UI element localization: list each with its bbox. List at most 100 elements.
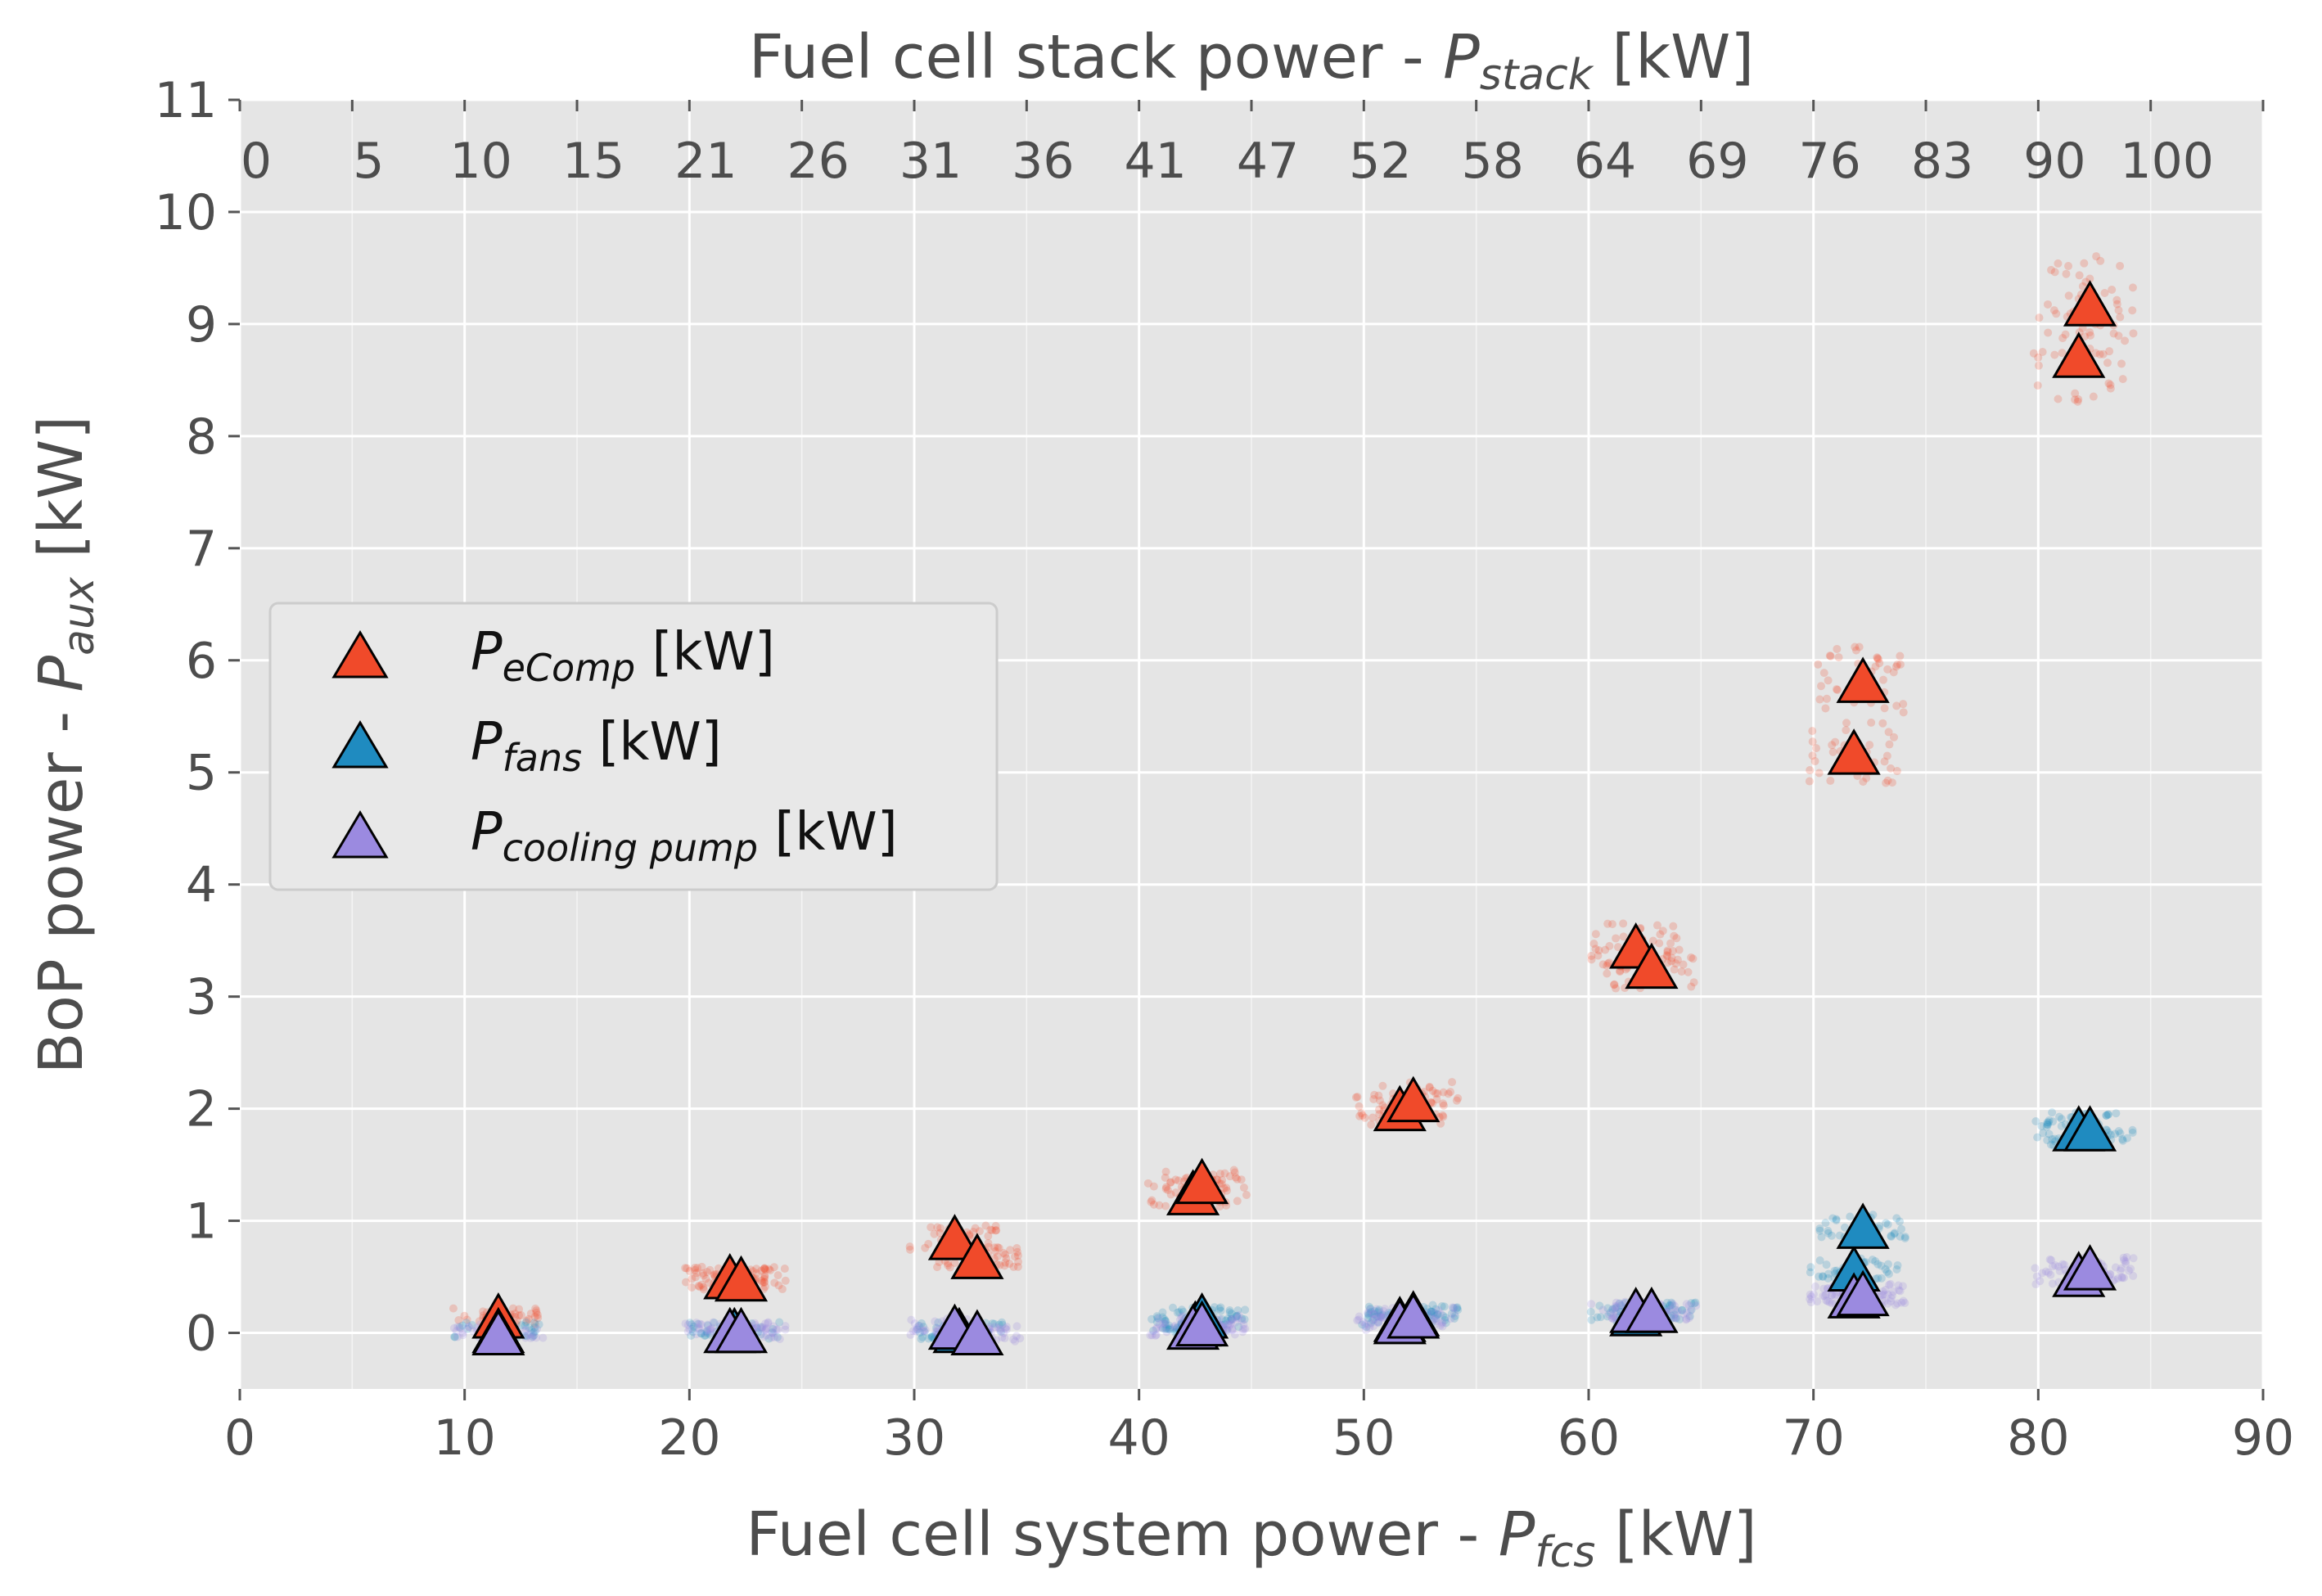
y-tick-label-0: 0 [186,1305,217,1363]
cloud-point-0-12-34 [1833,644,1842,653]
cloud-point-0-6-15 [1231,1173,1240,1182]
cloud-point-1-4-10 [1215,1305,1224,1314]
cloud-point-0-11-27 [1885,740,1894,749]
cloud-point-1-6-31 [1372,1313,1381,1322]
cloud-point-2-11-7 [1887,1291,1896,1300]
cloud-point-2-3-30 [913,1325,922,1334]
cloud-point-2-10-28 [1679,1310,1688,1319]
cloud-point-1-6-6 [1373,1318,1382,1327]
cloud-point-1-3-31 [1161,1319,1170,1328]
cloud-point-0-13-11 [2099,349,2108,358]
cloud-point-0-13-5 [2109,329,2118,338]
cloud-point-1-6-34 [1378,1310,1387,1319]
cloud-point-2-11-23 [1813,1297,1822,1306]
cloud-point-2-12-32 [1894,1281,1903,1290]
cloud-point-1-6-28 [1449,1304,1458,1313]
cloud-point-1-6-22 [1453,1304,1462,1313]
cloud-point-0-8-4 [1374,1091,1383,1100]
cloud-point-2-3-3 [906,1330,915,1339]
cloud-point-1-1-0 [701,1331,710,1340]
cloud-point-1-9-31 [1806,1268,1815,1277]
cloud-point-0-10-1 [1605,941,1614,950]
cloud-point-2-6-3 [1170,1323,1179,1332]
cloud-point-1-12-30 [2128,1125,2137,1134]
cloud-point-1-3-34 [1166,1323,1175,1332]
cloud-point-1-4-0 [1225,1308,1234,1317]
cloud-point-0-4-16 [1001,1258,1010,1267]
cloud-point-0-12-8 [1889,668,1898,677]
cloud-point-1-2-27 [927,1332,936,1341]
cloud-point-1-1-18 [703,1321,712,1330]
cloud-point-1-10-9 [1827,1231,1836,1240]
cloud-point-2-4-23 [990,1323,999,1332]
cloud-point-1-6-39 [1375,1305,1384,1314]
cloud-point-1-9-27 [1881,1265,1890,1274]
cloud-point-2-14-22 [2044,1268,2053,1277]
cloud-point-0-4-39 [993,1252,1002,1261]
cloud-point-1-7-24 [1587,1315,1596,1324]
marker-cooling-pump-14 [2063,1244,2117,1291]
cloud-point-1-1-37 [710,1319,719,1328]
top-tick-label-9: 47 [1237,133,1299,190]
cloud-point-2-10-3 [1669,1313,1678,1322]
cloud-point-1-10-13 [1900,1233,1909,1242]
cloud-point-2-11-28 [1887,1294,1896,1303]
x-tick-label-0: 0 [224,1409,255,1467]
marker-ecomp-13 [2052,331,2106,378]
cloud-point-0-13-24 [2071,389,2080,398]
cloud-point-1-11-7 [2102,1111,2111,1120]
cloud-point-1-0-38 [467,1321,476,1330]
cloud-point-2-2-25 [692,1330,701,1339]
cloud-point-2-9-28 [1612,1305,1621,1314]
cloud-point-0-7-25 [1431,1089,1440,1098]
cloud-point-2-5-7 [1231,1318,1240,1327]
cloud-point-1-3-6 [1165,1321,1174,1330]
cloud-point-1-0-27 [529,1328,538,1337]
cloud-point-1-3-17 [1232,1311,1241,1320]
marker-cooling-pump-8 [1386,1292,1441,1339]
cloud-point-1-9-32 [1819,1273,1828,1282]
cloud-point-1-8-5 [1603,1304,1612,1313]
cloud-point-2-6-29 [1177,1313,1186,1322]
cloud-point-0-4-17 [1009,1262,1018,1271]
cloud-point-2-6-10 [1239,1324,1248,1333]
cloud-point-1-6-36 [1450,1311,1459,1320]
cloud-point-2-14-26 [2129,1254,2138,1263]
cloud-point-1-11-11 [2044,1118,2053,1127]
cloud-point-1-5-31 [1438,1311,1447,1320]
cloud-point-0-3-26 [988,1226,997,1235]
cloud-point-2-9-34 [1612,1298,1621,1307]
cloud-point-1-12-17 [2057,1115,2066,1124]
cloud-point-0-4-6 [995,1260,1004,1269]
cloud-point-2-12-36 [1819,1284,1828,1293]
cloud-point-2-9-35 [1612,1307,1621,1316]
cloud-point-0-2-21 [773,1271,782,1280]
cloud-point-2-4-12 [999,1328,1008,1337]
cloud-point-2-7-22 [1377,1313,1386,1322]
cloud-point-1-4-1 [1173,1308,1182,1317]
cloud-point-0-7-29 [1355,1111,1364,1120]
cloud-point-2-7-33 [1437,1319,1446,1328]
cloud-point-1-1-5 [688,1328,697,1337]
cloud-point-2-3-26 [910,1319,919,1328]
cloud-point-0-0-33 [526,1309,535,1318]
cloud-point-0-1-0 [752,1265,761,1274]
cloud-point-2-13-6 [2110,1275,2119,1284]
cloud-point-1-4-16 [1238,1314,1247,1323]
cloud-point-0-10-26 [1603,959,1612,968]
cloud-point-1-10-38 [1832,1215,1841,1224]
cloud-point-1-9-13 [1882,1267,1891,1276]
cloud-point-1-3-8 [1153,1314,1162,1323]
cloud-point-0-10-12 [1613,943,1622,952]
cloud-point-2-6-9 [1227,1319,1236,1328]
cloud-point-0-3-7 [927,1223,936,1232]
cloud-point-2-3-36 [907,1315,916,1324]
cloud-point-0-9-30 [1598,960,1607,969]
cloud-point-1-2-29 [924,1334,933,1343]
cloud-point-2-3-31 [915,1322,924,1331]
cloud-point-2-3-25 [919,1326,928,1335]
cloud-point-0-3-22 [969,1228,978,1237]
cloud-point-0-10-14 [1687,953,1696,962]
top-tick-label-4: 21 [674,133,737,190]
cloud-point-0-10-34 [1662,951,1671,960]
